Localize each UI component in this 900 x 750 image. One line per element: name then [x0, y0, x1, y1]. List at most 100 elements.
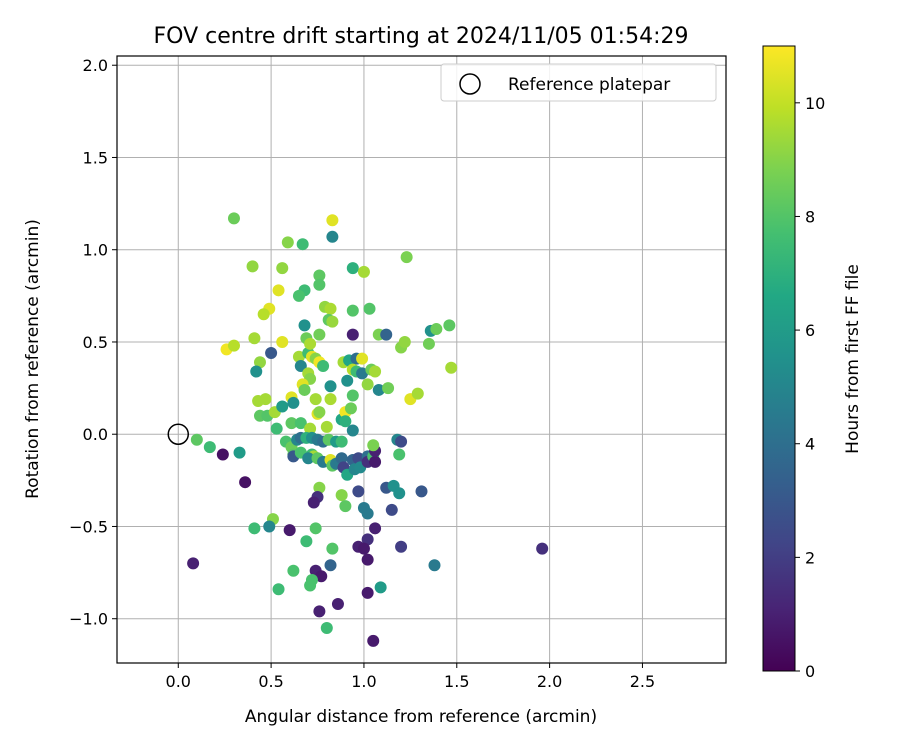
- data-point: [324, 559, 337, 572]
- data-point: [363, 302, 376, 315]
- data-point: [233, 446, 246, 459]
- data-point: [203, 441, 216, 454]
- data-point: [313, 481, 326, 494]
- data-point: [307, 496, 320, 509]
- x-tick-label: 1.0: [351, 672, 376, 691]
- y-axis-ticks: −1.0 −0.5 0.0 0.5 1.0 1.5 2.0: [69, 56, 117, 629]
- data-point: [250, 365, 263, 378]
- data-point: [346, 424, 359, 437]
- legend: Reference platepar: [440, 63, 717, 102]
- data-point: [385, 503, 398, 516]
- data-point: [335, 435, 348, 448]
- data-point: [309, 393, 322, 406]
- data-point: [265, 347, 278, 360]
- data-point: [313, 406, 326, 419]
- data-point: [317, 359, 330, 372]
- plot-area: 0.0 0.5 1.0 1.5 2.0 2.5 −1.0 −0.5 0.0 0.5 1.0 1.5 2…: [69, 55, 727, 691]
- data-point: [356, 352, 369, 365]
- data-point: [276, 262, 289, 275]
- data-point: [335, 452, 348, 465]
- y-tick-label: 0.5: [83, 333, 108, 352]
- data-point: [187, 557, 200, 570]
- data-point: [346, 262, 359, 275]
- data-point: [374, 581, 387, 594]
- data-point: [339, 500, 352, 513]
- data-point: [298, 319, 311, 332]
- data-point: [320, 621, 333, 634]
- data-point: [315, 570, 328, 583]
- data-point: [326, 214, 339, 227]
- data-point: [352, 452, 365, 465]
- data-point: [287, 396, 300, 409]
- data-point: [313, 269, 326, 282]
- data-point: [369, 522, 382, 535]
- data-point: [292, 289, 305, 302]
- data-point: [346, 304, 359, 317]
- data-point: [227, 212, 240, 225]
- data-point: [398, 335, 411, 348]
- data-point: [422, 337, 435, 350]
- data-point: [298, 383, 311, 396]
- y-tick-label: 1.0: [83, 241, 108, 260]
- data-point: [324, 393, 337, 406]
- data-point: [320, 420, 333, 433]
- data-point: [304, 422, 317, 435]
- y-tick-label: 2.0: [83, 56, 108, 75]
- x-tick-label: 1.5: [444, 672, 469, 691]
- data-point: [302, 452, 315, 465]
- data-point: [287, 564, 300, 577]
- data-point: [309, 522, 322, 535]
- data-point: [253, 356, 266, 369]
- y-tick-label: 0.0: [83, 425, 108, 444]
- x-tick-label: 0.0: [166, 672, 191, 691]
- x-axis-label: Angular distance from reference (arcmin): [245, 707, 597, 727]
- data-point: [326, 542, 339, 555]
- data-point: [380, 328, 393, 341]
- data-point: [382, 382, 395, 395]
- data-point: [415, 485, 428, 498]
- data-point: [357, 542, 370, 555]
- data-point: [257, 308, 270, 321]
- reference-marker: [167, 423, 190, 445]
- data-point: [361, 533, 374, 546]
- y-axis-label: Rotation from reference (arcmin): [23, 219, 43, 499]
- legend-entry-reference: Reference platepar: [508, 75, 670, 95]
- data-point: [341, 374, 354, 387]
- data-point: [367, 439, 380, 452]
- data-point: [313, 605, 326, 618]
- colorbar-tick-label: 10: [805, 94, 825, 113]
- data-point: [335, 489, 348, 502]
- data-point: [324, 380, 337, 393]
- data-point: [216, 448, 229, 461]
- data-point: [361, 586, 374, 599]
- colorbar-tick-label: 2: [805, 548, 815, 567]
- colorbar-tick-label: 6: [805, 321, 815, 340]
- data-point: [339, 415, 352, 428]
- data-point: [411, 387, 424, 400]
- x-tick-label: 2.0: [537, 672, 562, 691]
- data-point: [372, 383, 385, 396]
- data-point: [428, 559, 441, 572]
- data-point: [313, 278, 326, 291]
- axes-frame: [116, 55, 727, 664]
- legend-reference-icon: [459, 73, 481, 95]
- colorbar-ticks: 0 2 4 6 8 10: [795, 94, 825, 681]
- data-point: [395, 435, 408, 448]
- data-point: [270, 422, 283, 435]
- y-tick-label: −1.0: [69, 610, 108, 629]
- x-tick-label: 0.5: [258, 672, 283, 691]
- data-points: [187, 212, 549, 647]
- colorbar: 0 2 4 6 8 10 Hours from first FF file: [762, 45, 863, 681]
- data-point: [445, 361, 458, 374]
- data-point: [272, 583, 285, 596]
- colorbar-tick-label: 0: [805, 662, 815, 681]
- data-point: [263, 520, 276, 533]
- data-point: [276, 335, 289, 348]
- data-point: [369, 455, 382, 468]
- x-tick-label: 2.5: [630, 672, 655, 691]
- x-axis-ticks: 0.0 0.5 1.0 1.5 2.0 2.5: [166, 663, 655, 691]
- data-point: [367, 634, 380, 647]
- data-point: [313, 328, 326, 341]
